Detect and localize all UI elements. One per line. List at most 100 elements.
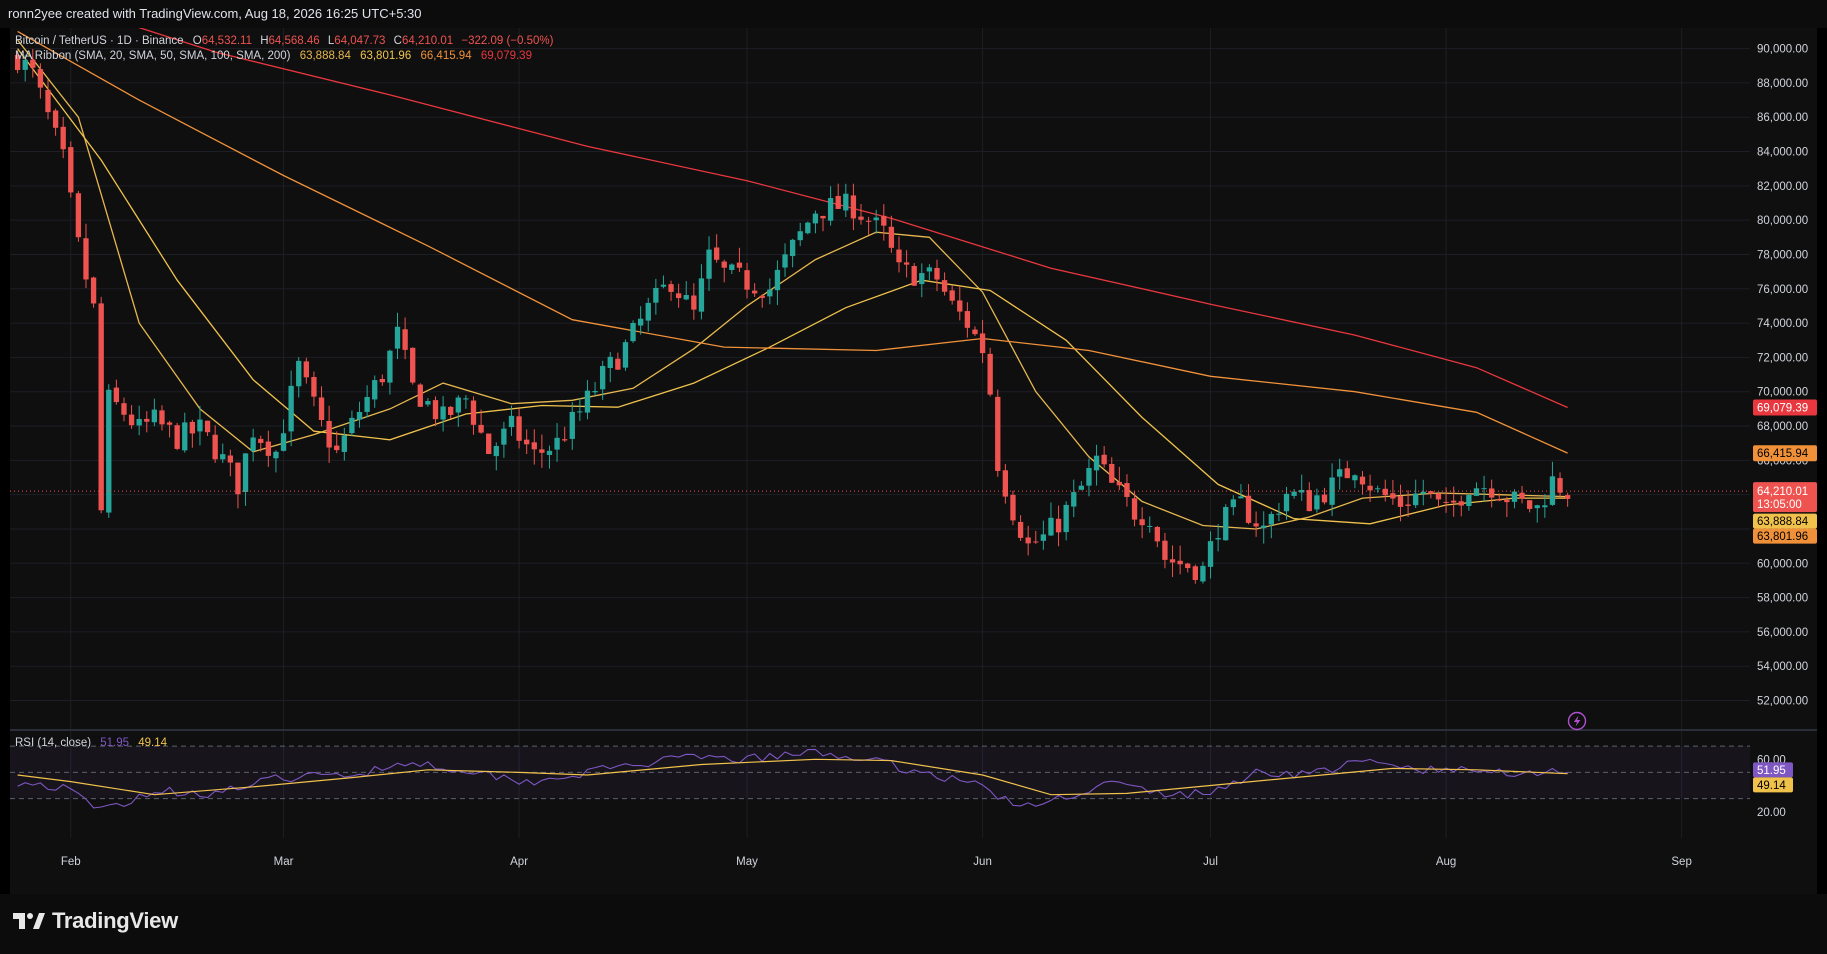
- candle[interactable]: [1033, 530, 1039, 544]
- candle[interactable]: [1253, 511, 1259, 537]
- candle[interactable]: [174, 422, 180, 451]
- price-axis[interactable]: 90,000.00 88,000.00 86,000.00 84,000.00 82,0…: [1757, 44, 1808, 708]
- candle[interactable]: [379, 374, 385, 386]
- candle[interactable]: [941, 272, 948, 296]
- candle[interactable]: [1466, 493, 1472, 511]
- candle[interactable]: [242, 453, 249, 506]
- candle[interactable]: [1299, 474, 1305, 501]
- candle[interactable]: [1435, 492, 1442, 508]
- candle[interactable]: [1564, 492, 1571, 507]
- candle[interactable]: [106, 384, 112, 518]
- candle[interactable]: [1382, 479, 1388, 502]
- candle[interactable]: [212, 425, 218, 463]
- candle[interactable]: [1367, 474, 1373, 502]
- candle[interactable]: [1337, 458, 1343, 490]
- candle[interactable]: [1086, 458, 1092, 497]
- candle[interactable]: [372, 375, 378, 408]
- candle[interactable]: [508, 405, 515, 436]
- candle[interactable]: [782, 243, 788, 277]
- candle[interactable]: [1314, 488, 1320, 513]
- candle[interactable]: [645, 297, 651, 332]
- candle[interactable]: [1321, 487, 1328, 505]
- candle[interactable]: [349, 410, 355, 437]
- candle[interactable]: [600, 360, 606, 400]
- candle[interactable]: [1526, 500, 1533, 513]
- candle[interactable]: [827, 186, 834, 226]
- candle[interactable]: [1063, 501, 1069, 541]
- candle[interactable]: [1496, 493, 1502, 502]
- candle[interactable]: [721, 259, 727, 283]
- candle[interactable]: [964, 302, 971, 338]
- candle[interactable]: [121, 397, 127, 422]
- candle[interactable]: [1549, 461, 1556, 506]
- candle[interactable]: [1481, 475, 1487, 502]
- candle[interactable]: [675, 283, 682, 308]
- candle[interactable]: [493, 442, 499, 471]
- candle[interactable]: [1238, 484, 1244, 499]
- candle[interactable]: [440, 396, 446, 432]
- candle[interactable]: [1048, 502, 1054, 537]
- candle[interactable]: [584, 380, 591, 420]
- candle[interactable]: [356, 401, 363, 428]
- candle[interactable]: [1534, 504, 1540, 523]
- candle[interactable]: [265, 430, 271, 467]
- candle[interactable]: [455, 395, 461, 427]
- candle[interactable]: [979, 319, 986, 364]
- candle[interactable]: [949, 285, 955, 305]
- candle[interactable]: [539, 434, 545, 468]
- candle[interactable]: [326, 405, 332, 463]
- candle[interactable]: [569, 402, 575, 450]
- candle[interactable]: [767, 278, 773, 305]
- candle[interactable]: [136, 405, 142, 436]
- candle[interactable]: [1261, 511, 1267, 544]
- candle[interactable]: [364, 385, 370, 418]
- candle[interactable]: [1557, 472, 1563, 498]
- candle[interactable]: [1040, 520, 1047, 550]
- candle[interactable]: [273, 450, 279, 473]
- candle[interactable]: [22, 54, 28, 82]
- candle[interactable]: [1268, 511, 1274, 539]
- candle[interactable]: [881, 204, 887, 241]
- candle[interactable]: [1519, 485, 1525, 504]
- candle[interactable]: [1542, 494, 1548, 518]
- candle[interactable]: [637, 306, 644, 335]
- candle[interactable]: [888, 215, 895, 253]
- candle[interactable]: [470, 396, 477, 435]
- candle[interactable]: [820, 215, 826, 232]
- candle[interactable]: [736, 247, 743, 272]
- candle[interactable]: [1352, 474, 1358, 489]
- candle[interactable]: [303, 357, 309, 384]
- candle[interactable]: [1071, 479, 1077, 518]
- candle[interactable]: [1390, 480, 1396, 505]
- candle[interactable]: [919, 263, 925, 298]
- candle[interactable]: [128, 405, 135, 429]
- candle[interactable]: [432, 396, 439, 427]
- time-axis[interactable]: Feb Mar Apr May Jun Jul Aug Sep: [61, 856, 1692, 868]
- candle[interactable]: [204, 420, 211, 437]
- candle[interactable]: [562, 426, 568, 443]
- candle[interactable]: [60, 116, 66, 159]
- candle[interactable]: [713, 234, 720, 263]
- candle[interactable]: [607, 352, 613, 383]
- candle[interactable]: [691, 283, 697, 320]
- candle[interactable]: [501, 421, 507, 458]
- candle[interactable]: [296, 357, 302, 398]
- candle[interactable]: [1451, 486, 1457, 517]
- candle[interactable]: [698, 264, 705, 320]
- candle[interactable]: [858, 204, 864, 225]
- candle[interactable]: [1078, 480, 1085, 491]
- candle[interactable]: [850, 183, 857, 231]
- candle[interactable]: [1489, 479, 1495, 508]
- candle[interactable]: [52, 108, 59, 136]
- candle[interactable]: [668, 280, 674, 301]
- tradingview-logo[interactable]: TradingView: [12, 908, 178, 934]
- candle[interactable]: [995, 389, 1001, 477]
- candle[interactable]: [280, 419, 287, 452]
- candle[interactable]: [615, 352, 621, 371]
- candle[interactable]: [220, 443, 226, 463]
- candle[interactable]: [189, 419, 196, 448]
- candle[interactable]: [463, 395, 469, 409]
- candle[interactable]: [1283, 486, 1290, 520]
- candle[interactable]: [1207, 531, 1214, 579]
- candle[interactable]: [45, 79, 51, 120]
